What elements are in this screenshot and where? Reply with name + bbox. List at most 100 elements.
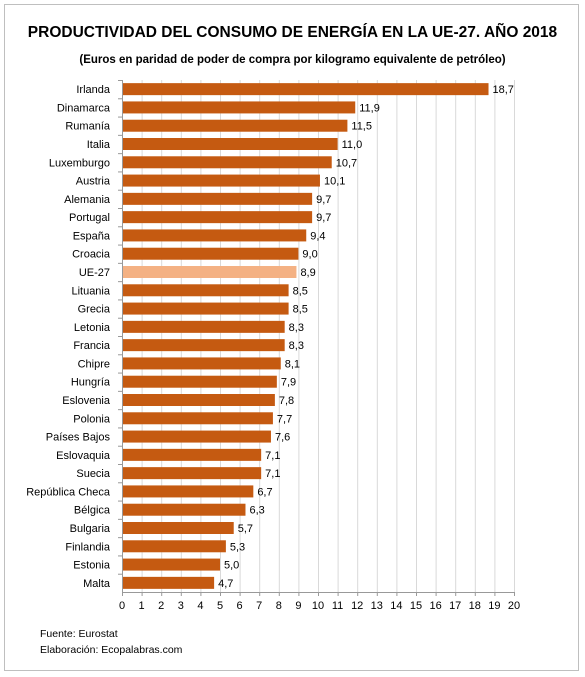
chart-subtitle: (Euros en paridad de poder de compra por… (79, 54, 506, 66)
category-label: Lituania (71, 285, 110, 297)
bar (123, 448, 262, 461)
bar (123, 156, 332, 169)
category-label: Hungría (71, 377, 111, 389)
value-label: 8,5 (293, 304, 308, 316)
x-tick-label: 20 (508, 600, 520, 612)
category-label: Dinamarca (57, 102, 111, 114)
value-label: 10,1 (324, 176, 345, 188)
bar (123, 211, 313, 224)
value-label: 7,6 (275, 432, 290, 444)
value-label: 4,7 (218, 578, 233, 590)
credit-note: Elaboración: Ecopalabras.com (40, 644, 183, 656)
category-label: Italia (87, 139, 111, 151)
category-label: España (73, 230, 111, 242)
x-tick-label: 10 (312, 600, 324, 612)
value-label: 7,9 (281, 377, 296, 389)
x-tick-label: 2 (158, 600, 164, 612)
value-label: 7,7 (277, 413, 292, 425)
category-label: Finlandia (65, 541, 111, 553)
bar (123, 430, 271, 443)
value-label: 8,1 (285, 358, 300, 370)
value-label: 6,7 (257, 486, 272, 498)
category-label: República Checa (26, 486, 111, 498)
x-tick-label: 5 (217, 600, 223, 612)
value-label: 5,3 (230, 541, 245, 553)
chart-title: PRODUCTIVIDAD DEL CONSUMO DE ENERGÍA EN … (27, 24, 558, 41)
value-label: 7,1 (265, 450, 280, 462)
value-label: 8,3 (289, 322, 304, 334)
value-label: 10,7 (336, 157, 357, 169)
source-note: Fuente: Eurostat (40, 628, 118, 640)
bar (123, 503, 246, 516)
bar (123, 192, 313, 205)
bar (123, 138, 338, 150)
category-label: Países Bajos (46, 432, 111, 444)
x-tick-label: 3 (178, 600, 184, 612)
bar (123, 522, 234, 534)
bar (123, 101, 356, 114)
bar (123, 229, 307, 242)
x-tick-label: 8 (276, 600, 282, 612)
bar (123, 540, 226, 553)
category-label: Eslovaquia (56, 450, 111, 462)
category-label: Polonia (73, 413, 111, 425)
value-label: 9,7 (316, 212, 331, 224)
value-label: 6,3 (249, 505, 264, 517)
value-label: 7,8 (279, 395, 294, 407)
value-label: 8,3 (289, 340, 304, 352)
value-label: 11,0 (342, 139, 363, 151)
bar (123, 394, 275, 406)
category-label: Luxemburgo (49, 157, 110, 169)
x-tick-label: 17 (449, 600, 461, 612)
category-label: Bulgaria (70, 523, 111, 535)
x-tick-label: 6 (237, 600, 243, 612)
category-label: Austria (76, 176, 111, 188)
category-label: Irlanda (76, 84, 111, 96)
category-label: Letonia (74, 322, 111, 334)
x-tick-label: 16 (429, 600, 441, 612)
value-label: 18,7 (493, 84, 514, 96)
bar (123, 467, 262, 480)
x-tick-label: 13 (371, 600, 383, 612)
x-tick-label: 7 (256, 600, 262, 612)
x-tick-label: 14 (390, 600, 402, 612)
bar (123, 83, 489, 96)
category-label: Alemania (64, 194, 111, 206)
value-label: 11,9 (359, 102, 380, 114)
value-label: 9,7 (316, 194, 331, 206)
bar (123, 284, 289, 297)
bar (123, 174, 320, 187)
bar (123, 119, 348, 132)
value-label: 8,5 (293, 285, 308, 297)
value-label: 5,0 (224, 560, 239, 572)
category-label: Grecia (78, 304, 111, 316)
category-label: Portugal (69, 212, 110, 224)
category-label: Malta (83, 578, 111, 590)
value-label: 7,1 (265, 468, 280, 480)
x-tick-label: 1 (139, 600, 145, 612)
value-label: 9,0 (302, 249, 317, 261)
bar (123, 266, 297, 278)
bar (123, 412, 273, 425)
bar (123, 357, 281, 370)
value-label: 5,7 (238, 523, 253, 535)
x-tick-label: 15 (410, 600, 422, 612)
bar (123, 558, 220, 571)
bar (123, 375, 277, 388)
value-label: 9,4 (310, 230, 325, 242)
bar (123, 302, 289, 315)
x-tick-label: 11 (332, 600, 343, 612)
chart-frame (4, 4, 579, 671)
category-label: UE-27 (79, 267, 110, 279)
value-label: 8,9 (300, 267, 315, 279)
category-label: Bélgica (74, 505, 111, 517)
x-tick-label: 0 (119, 600, 125, 612)
x-tick-label: 9 (295, 600, 301, 612)
x-tick-label: 4 (197, 600, 203, 612)
x-tick-label: 19 (488, 600, 500, 612)
value-label: 11,5 (351, 121, 372, 133)
bar (123, 485, 254, 498)
category-label: Croacia (72, 249, 111, 261)
category-label: Chipre (78, 358, 110, 370)
category-label: Francia (73, 340, 111, 352)
